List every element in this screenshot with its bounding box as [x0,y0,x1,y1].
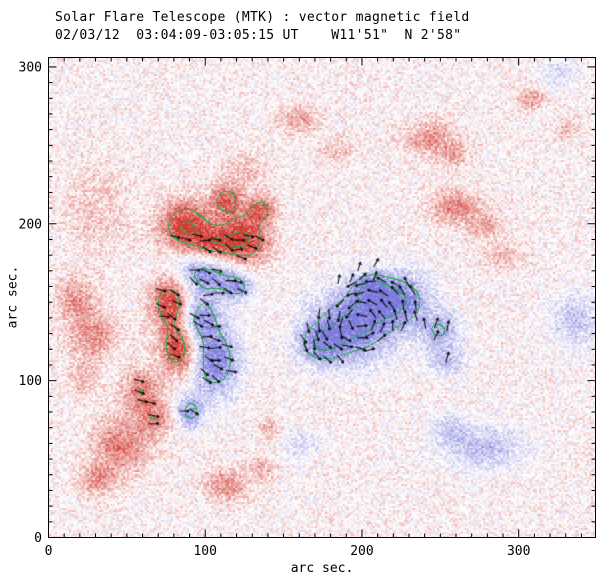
x-tick-label: 300 [507,544,530,559]
x-tick-label: 100 [193,544,216,559]
y-tick-label: 200 [19,217,42,232]
figure-title: Solar Flare Telescope (MTK) : vector mag… [55,10,470,25]
x-tick-label: 0 [45,544,53,559]
y-tick-label: 300 [19,60,42,75]
plot-frame [48,57,596,538]
x-tick-label: 200 [350,544,373,559]
magnetogram-image [49,58,595,537]
y-tick-label: 100 [19,374,42,389]
figure-subtitle: 02/03/12 03:04:09-03:05:15 UT W11'51" N … [55,28,462,43]
y-axis-label: arc sec. [5,265,21,329]
y-tick-label: 0 [34,531,42,546]
x-axis-label: arc sec. [290,561,354,576]
